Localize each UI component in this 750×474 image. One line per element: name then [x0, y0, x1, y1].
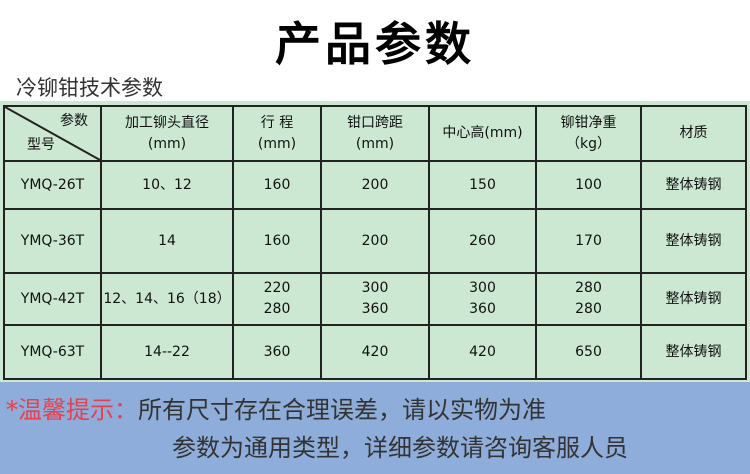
value-cell: 170 [535, 208, 642, 274]
value-cell: 300 360 [428, 272, 537, 326]
value-cell: 260 [428, 208, 537, 274]
value-cell: 160 [232, 208, 322, 274]
model-cell: YMQ-42T [3, 272, 102, 326]
model-cell: YMQ-36T [3, 208, 102, 274]
value-cell: 100 [535, 160, 642, 210]
notice-line-2: 参数为通用类型，详细参数请咨询客服人员 [172, 434, 628, 462]
value-cell: 360 [232, 324, 322, 380]
notice-banner: *温馨提示：所有尺寸存在合理误差，请以实物为准 参数为通用类型，详细参数请咨询客… [0, 382, 750, 474]
header-cell: 铆钳净重 （kg） [535, 105, 642, 162]
section-subtitle: 冷铆钳技术参数 [16, 76, 163, 100]
value-cell: 150 [428, 160, 537, 210]
model-cell: YMQ-26T [3, 160, 102, 210]
value-cell: 650 [535, 324, 642, 380]
header-row: 参数 型号 加工铆头直径 (mm) 行 程 (mm) 钳口跨距 (mm) 中心高(mm… [3, 105, 747, 162]
page-title: 产品参数 [275, 17, 475, 71]
spec-table-container: 参数 型号 加工铆头直径 (mm) 行 程 (mm) 钳口跨距 (mm) 中心高(mm… [0, 101, 750, 382]
corner-top-label: 参数 [60, 113, 88, 129]
value-cell: 10、12 [100, 160, 234, 210]
header-cell: 行 程 (mm) [232, 105, 322, 162]
value-cell: 整体铸钢 [640, 272, 747, 326]
value-cell: 420 [428, 324, 537, 380]
value-cell: 整体铸钢 [640, 324, 747, 380]
value-cell: 280 280 [535, 272, 642, 326]
table-row: YMQ-42T 12、14、16（18） 220 280 300 360 300 360… [3, 272, 747, 326]
header-cell: 中心高(mm) [428, 105, 537, 162]
header-cell: 钳口跨距 (mm) [320, 105, 430, 162]
notice-label: *温馨提示： [6, 396, 138, 424]
header-cell: 加工铆头直径 (mm) [100, 105, 234, 162]
value-cell: 14 [100, 208, 234, 274]
value-cell: 160 [232, 160, 322, 210]
corner-bottom-label: 型号 [27, 137, 55, 153]
header-cell: 材质 [640, 105, 747, 162]
model-cell: YMQ-63T [3, 324, 102, 380]
notice-line-1: 所有尺寸存在合理误差，请以实物为准 [138, 396, 546, 424]
value-cell: 200 [320, 160, 430, 210]
value-cell: 整体铸钢 [640, 208, 747, 274]
value-cell: 整体铸钢 [640, 160, 747, 210]
table-row: YMQ-36T 14 160 200 260 170 整体铸钢 [3, 208, 747, 274]
spec-table: 参数 型号 加工铆头直径 (mm) 行 程 (mm) 钳口跨距 (mm) 中心高(mm… [3, 105, 747, 380]
value-cell: 420 [320, 324, 430, 380]
value-cell: 300 360 [320, 272, 430, 326]
corner-cell: 参数 型号 [3, 105, 102, 162]
value-cell: 12、14、16（18） [100, 272, 234, 326]
value-cell: 200 [320, 208, 430, 274]
table-row: YMQ-63T 14--22 360 420 420 650 整体铸钢 [3, 324, 747, 380]
table-row: YMQ-26T 10、12 160 200 150 100 整体铸钢 [3, 160, 747, 210]
value-cell: 14--22 [100, 324, 234, 380]
value-cell: 220 280 [232, 272, 322, 326]
